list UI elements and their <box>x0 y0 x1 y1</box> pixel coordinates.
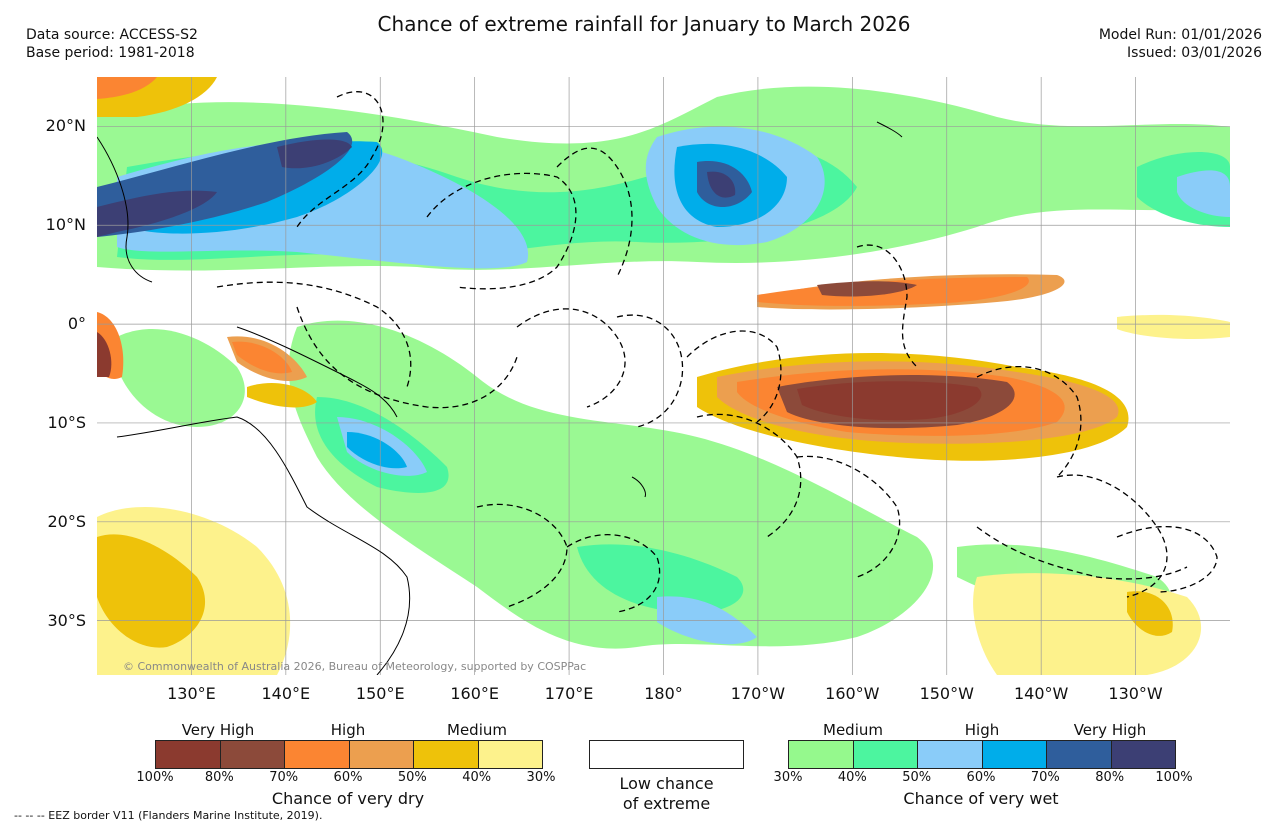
longitude-label: 180° <box>644 684 683 703</box>
colorbar-tick-label: 60% <box>333 770 363 785</box>
colorbar-tick-label: 80% <box>204 770 234 785</box>
longitude-label: 170°W <box>730 684 786 703</box>
latitude-label: 20°S <box>47 511 86 531</box>
longitude-label: 160°E <box>450 684 499 703</box>
colorbar-tick-label: 30% <box>526 770 556 785</box>
dry-medium-label: Medium <box>447 721 507 739</box>
dry-high-label: High <box>330 721 366 739</box>
latitude-label: 10°N <box>45 215 86 235</box>
dry-swatch-40-50 <box>414 741 479 768</box>
base-period: Base period: 1981-2018 <box>26 45 195 61</box>
wet-swatch-60-70 <box>982 741 1047 768</box>
dry-swatch-30-40 <box>478 741 542 768</box>
coastlines <box>97 121 903 675</box>
colorbar-tick-label: 40% <box>462 770 492 785</box>
wet-swatch-40-50 <box>853 741 918 768</box>
dry-very-high-label: Very High <box>181 721 255 739</box>
wet-medium-label: Medium <box>823 721 883 739</box>
wet-very-high-label: Very High <box>1073 721 1147 739</box>
longitude-label: 160°W <box>825 684 880 703</box>
colorbar-tick-label: 50% <box>902 770 932 785</box>
metadata-left: Data source: ACCESS-S2 Base period: 1981… <box>26 26 198 62</box>
colorbar-tick-label: 100% <box>1155 770 1193 785</box>
low-chance-swatch <box>589 740 744 769</box>
dry-80-100-regions <box>97 332 982 421</box>
latitude-label: 20°N <box>45 116 86 136</box>
wet-swatch-30-40 <box>789 741 854 768</box>
wet-colorbar <box>788 740 1176 769</box>
colorbar-tick-label: 60% <box>966 770 996 785</box>
metadata-right: Model Run: 01/01/2026 Issued: 03/01/2026 <box>1099 26 1262 62</box>
rainfall-map[interactable]: © Commonwealth of Australia 2026, Bureau… <box>97 77 1230 675</box>
wet-high-label: High <box>964 721 1000 739</box>
longitude-label: 150°E <box>355 684 405 703</box>
low-chance-line2: of extreme <box>622 794 711 813</box>
dry-swatch-80-100 <box>156 741 221 768</box>
colorbar-tick-label: 30% <box>773 770 803 785</box>
graticule <box>97 77 1230 675</box>
longitude-label: 130°E <box>167 684 216 703</box>
dry-colorbar <box>155 740 543 769</box>
dry-swatch-70-80 <box>220 741 285 768</box>
colorbar-tick-label: 40% <box>837 770 867 785</box>
colorbar-tick-label: 100% <box>136 770 174 785</box>
low-chance-caption: Low chance of extreme <box>589 774 744 814</box>
map-title: Chance of extreme rainfall for January t… <box>377 12 911 36</box>
colorbar-tick-label: 70% <box>1030 770 1060 785</box>
longitude-label: 140°E <box>261 684 311 703</box>
longitude-label: 130°W <box>1108 684 1163 703</box>
eez-borders <box>216 91 1218 613</box>
colorbar-tick-label: 70% <box>269 770 299 785</box>
data-source: Data source: ACCESS-S2 <box>26 27 198 43</box>
model-run: Model Run: 01/01/2026 <box>1098 27 1262 43</box>
map-canvas <box>97 77 1230 675</box>
wet-swatch-70-80 <box>1047 741 1112 768</box>
colorbar-tick-label: 50% <box>397 770 427 785</box>
latitude-label: 10°S <box>47 412 86 432</box>
issued-date: Issued: 03/01/2026 <box>1127 45 1262 61</box>
longitude-label: 170°E <box>544 684 594 703</box>
wet-swatch-80-100 <box>1111 741 1175 768</box>
dry-caption: Chance of very dry <box>271 789 425 808</box>
low-chance-line1: Low chance <box>619 774 714 793</box>
colorbar-tick-label: 80% <box>1095 770 1125 785</box>
eez-footnote: -- -- -- EEZ border V11 (Flanders Marine… <box>14 809 323 822</box>
wet-caption: Chance of very wet <box>903 789 1059 808</box>
copyright-note: © Commonwealth of Australia 2026, Bureau… <box>123 660 587 673</box>
longitude-label: 140°W <box>1013 684 1069 703</box>
wet-swatch-50-60 <box>918 741 983 768</box>
dry-swatch-60-70 <box>285 741 350 768</box>
latitude-label: 0° <box>67 314 86 334</box>
dry-swatch-50-60 <box>349 741 414 768</box>
latitude-label: 30°S <box>47 610 86 630</box>
longitude-label: 150°W <box>919 684 974 703</box>
